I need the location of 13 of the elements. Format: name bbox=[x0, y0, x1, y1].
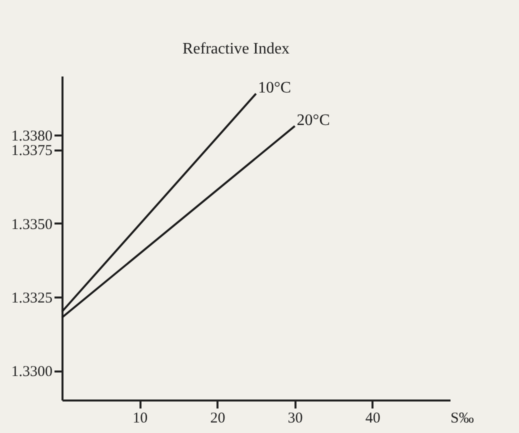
y-tick-label: 1.3325 bbox=[11, 290, 52, 306]
y-tick-label: 1.3375 bbox=[11, 143, 52, 160]
x-tick-label: 10 bbox=[132, 410, 148, 426]
x-tick-label: 40 bbox=[365, 410, 380, 426]
y-tick-label: 1.3380 bbox=[11, 128, 52, 144]
y-tick-label: 1.3350 bbox=[11, 216, 52, 233]
y-axis-title: Refractive Index bbox=[182, 40, 290, 58]
series-label: 10°C bbox=[258, 80, 292, 97]
y-tick-label: 1.3300 bbox=[11, 364, 52, 380]
x-tick-label: 30 bbox=[288, 410, 303, 426]
x-tick-label: 20 bbox=[210, 410, 226, 426]
x-axis-title: S‰ bbox=[450, 410, 474, 426]
series-label: 20°C bbox=[296, 112, 330, 130]
